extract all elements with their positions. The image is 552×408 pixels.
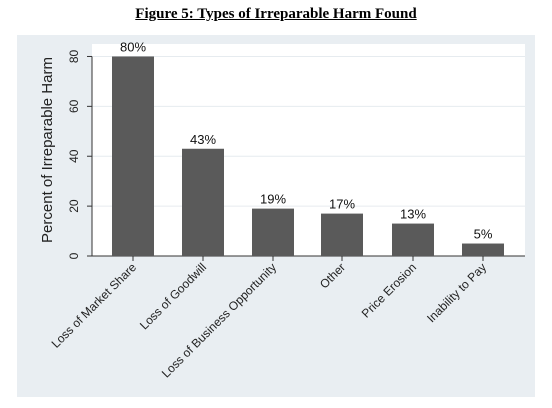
x-tick-label: Other <box>317 260 348 291</box>
plot-area <box>92 44 525 256</box>
y-tick-label: 40 <box>67 149 81 163</box>
data-label: 5% <box>474 227 493 242</box>
bar <box>182 149 224 256</box>
data-label: 13% <box>400 207 426 222</box>
bar <box>252 209 294 256</box>
x-tick-label: Price Erosion <box>359 260 419 320</box>
bar <box>112 56 154 256</box>
bar <box>462 244 504 256</box>
data-label: 19% <box>260 192 286 207</box>
y-axis-title: Percent of Irreparable Harm <box>39 57 56 243</box>
y-tick-label: 80 <box>67 49 81 63</box>
data-label: 80% <box>120 39 146 54</box>
y-tick-label: 20 <box>67 199 81 213</box>
x-tick-label: Inability to Pay <box>424 260 489 325</box>
bar <box>392 224 434 256</box>
data-label: 17% <box>329 197 355 212</box>
x-tick-label: Loss of Business Opportunity <box>159 260 279 380</box>
y-tick-label: 60 <box>67 99 81 113</box>
data-label: 43% <box>190 132 216 147</box>
x-tick-label: Loss of Market Share <box>49 260 140 351</box>
bar <box>321 214 363 256</box>
y-tick-label: 0 <box>67 252 81 259</box>
x-tick-label: Loss of Goodwill <box>137 260 209 332</box>
